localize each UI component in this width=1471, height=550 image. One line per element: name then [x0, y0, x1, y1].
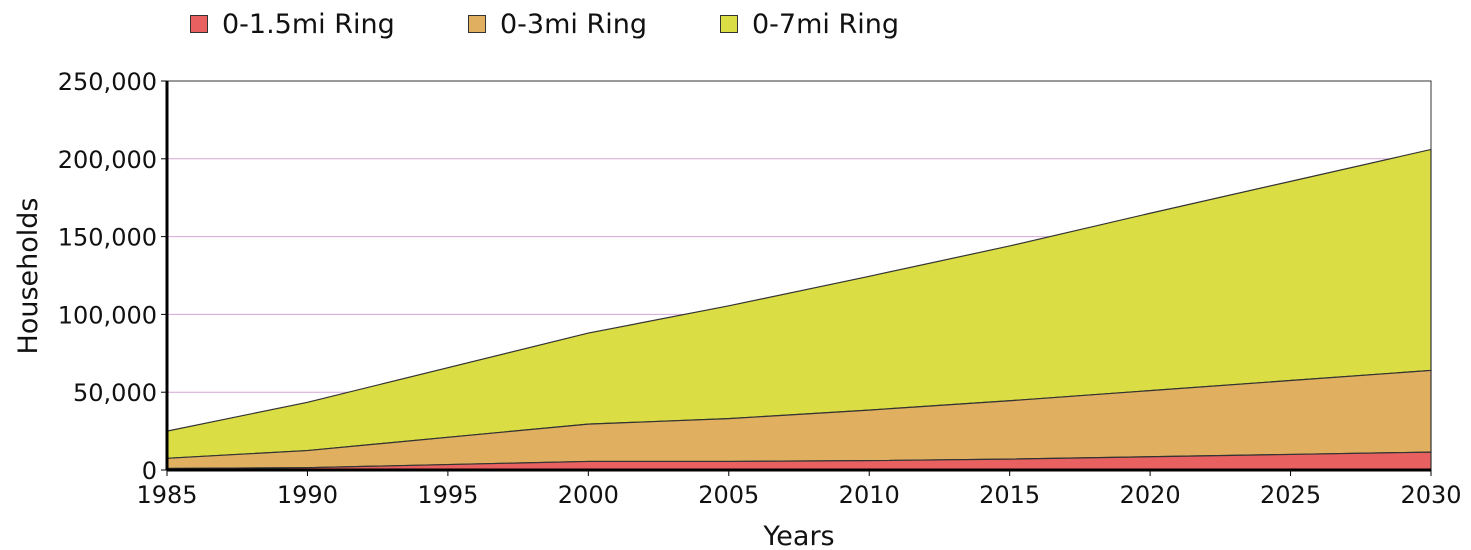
y-tick-label: 150,000: [58, 224, 157, 252]
legend-swatch-0-1.5mi-ring: [190, 15, 208, 33]
x-tick-label: 2010: [839, 481, 900, 509]
x-tick-label: 1995: [417, 481, 478, 509]
y-tick-label: 200,000: [58, 146, 157, 174]
x-tick-label: 1985: [136, 481, 197, 509]
x-tick-label: 2030: [1400, 481, 1461, 509]
x-tick-label: 2020: [1120, 481, 1181, 509]
legend-label-0-3mi-ring: 0-3mi Ring: [500, 8, 647, 40]
legend-label-0-1.5mi-ring: 0-1.5mi Ring: [222, 8, 395, 40]
y-tick-label: 250,000: [58, 68, 157, 96]
x-tick-label: 2015: [979, 481, 1040, 509]
x-tick-labels: 1985 1990 1995 2000 2005 2010 2015 2020 2025 2030: [136, 470, 1462, 509]
y-axis-title: Households: [13, 198, 44, 355]
y-tick-label: 50,000: [73, 379, 157, 407]
y-tick-labels: 0 50,000 100,000 150,000 200,000 250,000: [58, 68, 167, 485]
legend-label-0-7mi-ring: 0-7mi Ring: [752, 8, 899, 40]
legend-item-0-1.5mi-ring: 0-1.5mi Ring: [190, 6, 395, 42]
legend-item-0-3mi-ring: 0-3mi Ring: [468, 6, 647, 42]
x-tick-label: 1990: [277, 481, 338, 509]
legend-swatch-0-3mi-ring: [468, 15, 486, 33]
area-series: [166, 148, 1432, 471]
x-axis-title: Years: [762, 521, 834, 550]
y-tick-label: 0: [142, 457, 157, 485]
x-tick-label: 2025: [1260, 481, 1321, 509]
axes: [165, 81, 1431, 472]
legend-item-0-7mi-ring: 0-7mi Ring: [720, 6, 899, 42]
y-tick-label: 100,000: [58, 301, 157, 329]
legend-swatch-0-7mi-ring: [720, 15, 738, 33]
x-tick-label: 2005: [698, 481, 759, 509]
x-tick-label: 2000: [558, 481, 619, 509]
